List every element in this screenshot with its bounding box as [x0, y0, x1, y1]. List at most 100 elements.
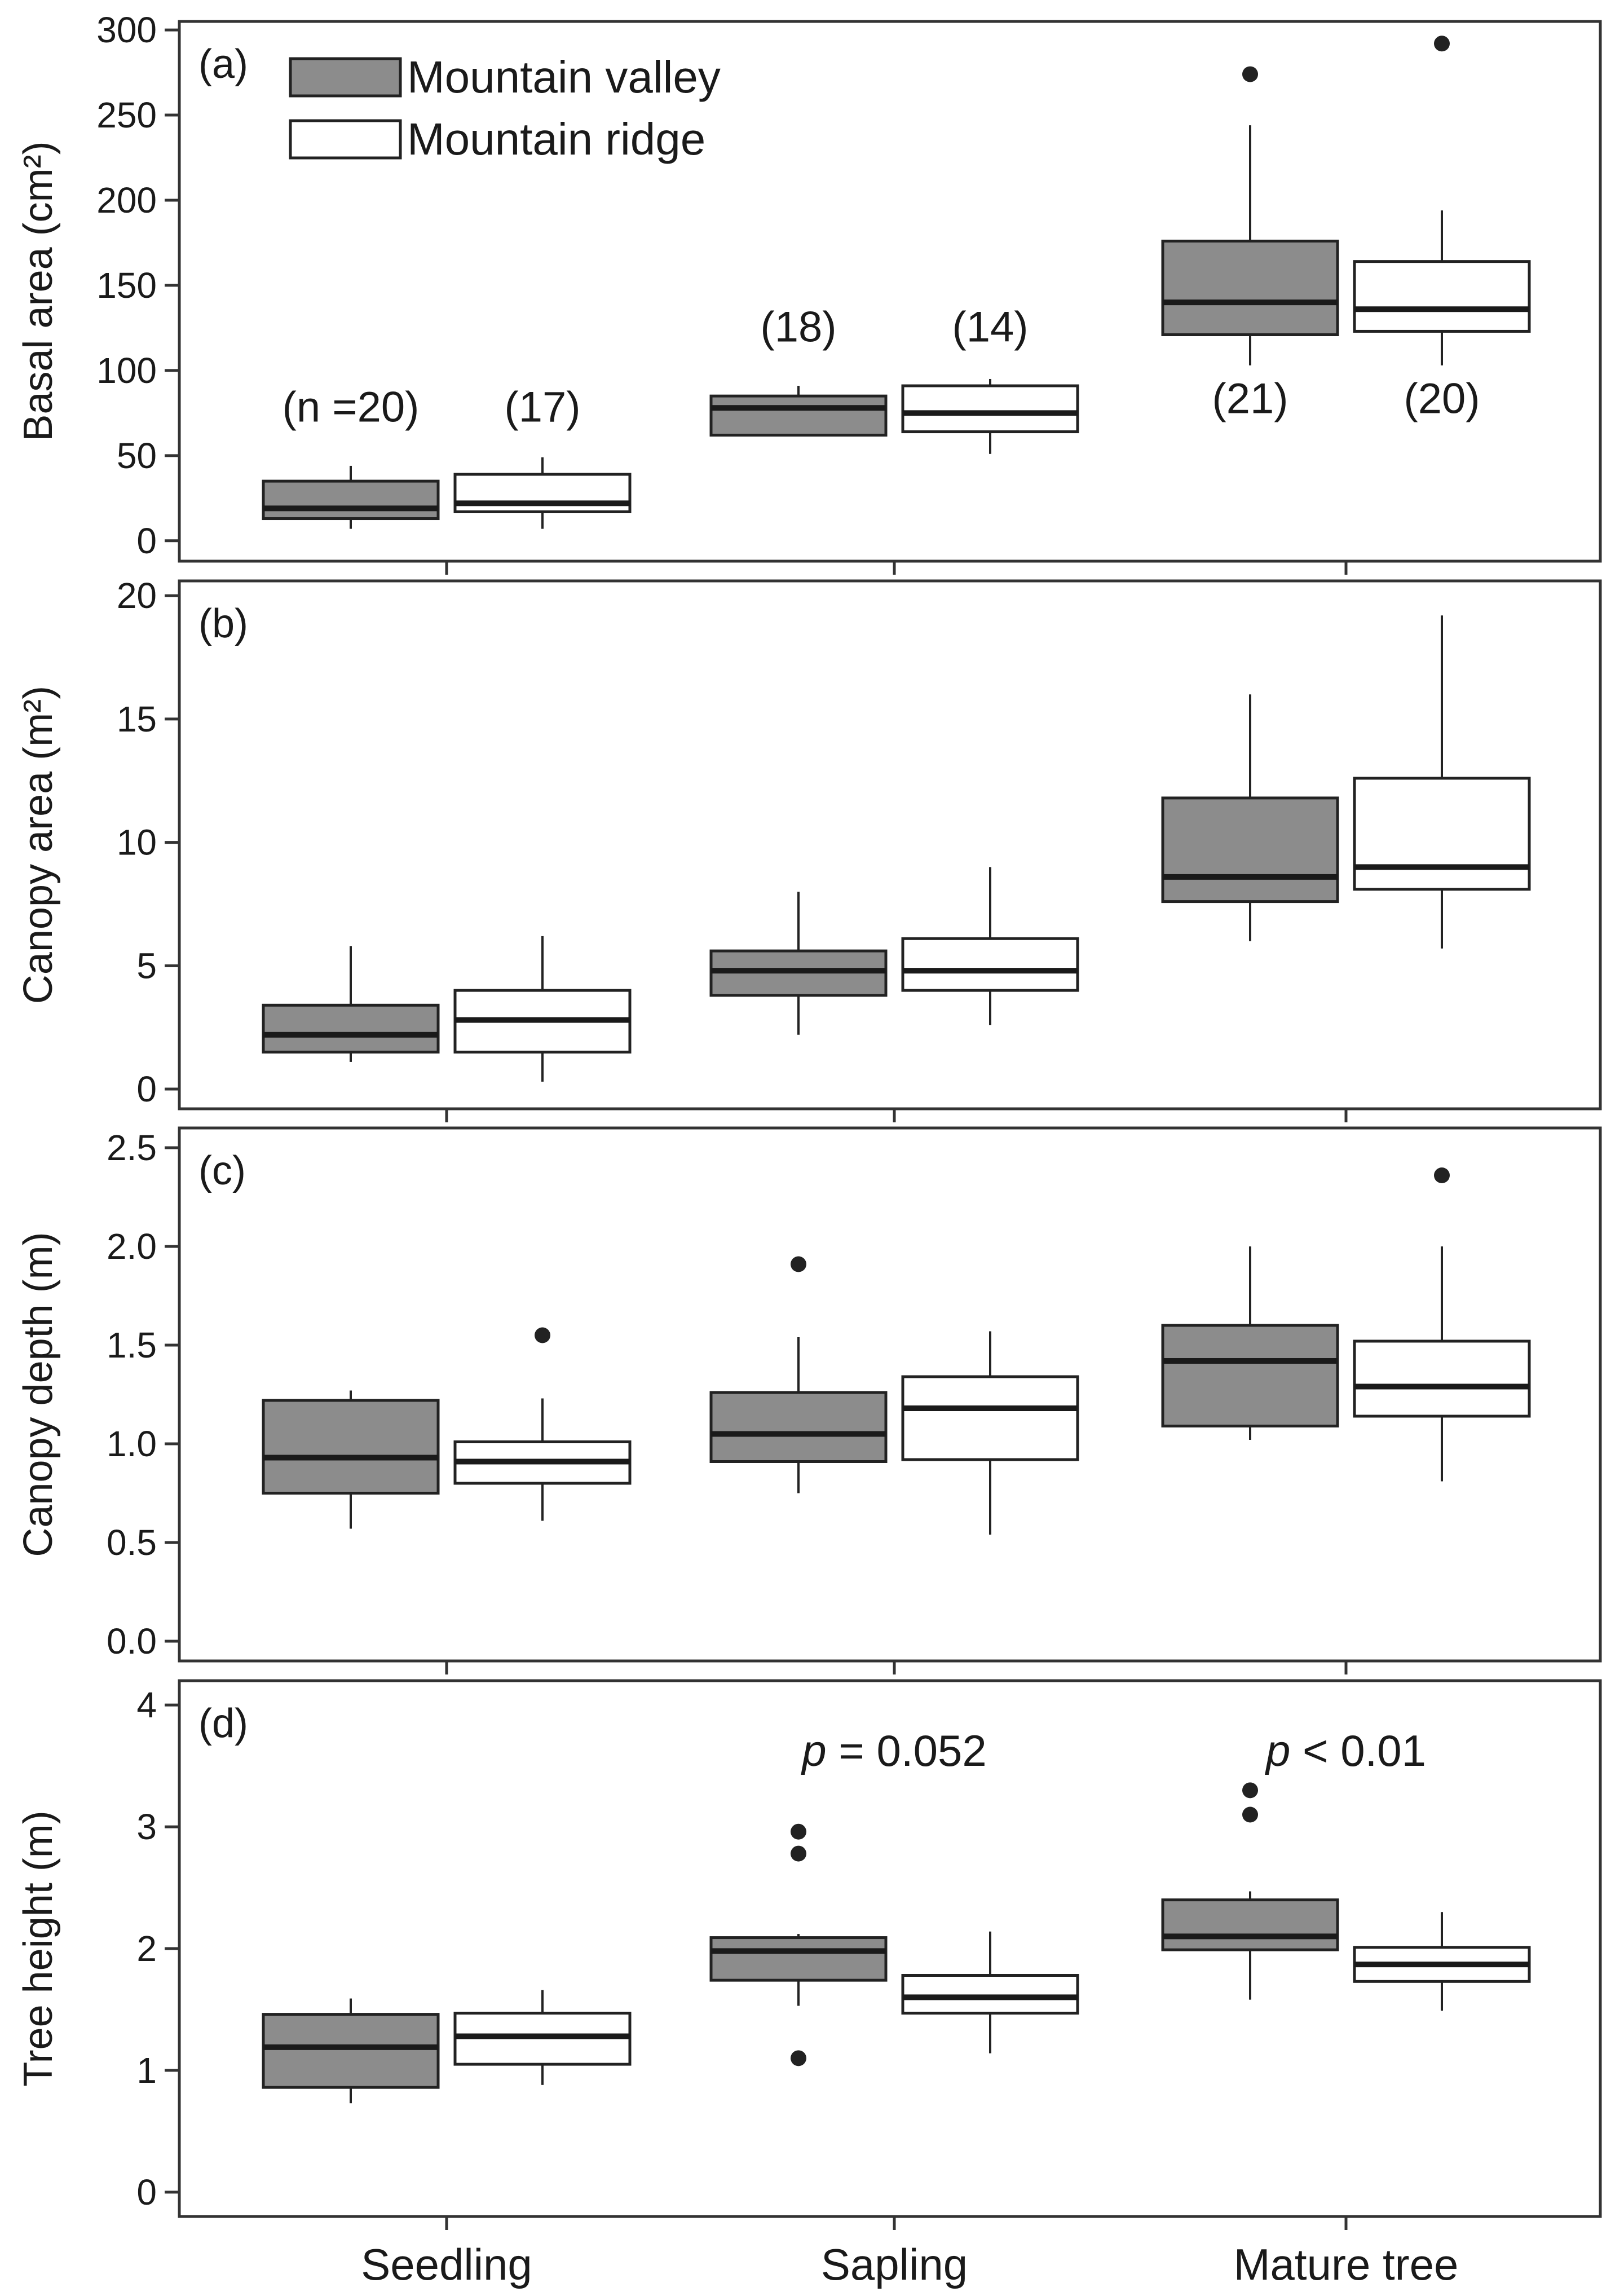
- box-sapling-ridge: [901, 1931, 1079, 2053]
- iqr-box: [262, 1003, 440, 1054]
- y-axis-title: Tree height (m): [16, 1810, 61, 2086]
- box-seedling-valley: [262, 946, 440, 1062]
- y-tick-label: 15: [117, 699, 157, 739]
- y-tick-label: 2.0: [107, 1226, 157, 1267]
- y-tick-label: 20: [117, 575, 157, 616]
- y-tick-label: 300: [96, 10, 157, 50]
- box-sapling-ridge: [901, 1331, 1079, 1535]
- iqr-box: [1161, 239, 1339, 336]
- legend: Mountain valley Mountain ridge: [289, 52, 721, 164]
- iqr-box: [262, 479, 440, 521]
- iqr-box: [901, 1375, 1079, 1461]
- iqr-box: [709, 394, 888, 437]
- sample-size-label: (17): [504, 383, 580, 431]
- y-tick-label: 1.0: [107, 1424, 157, 1464]
- legend-swatch: [289, 57, 402, 98]
- panel-label: (c): [198, 1148, 246, 1193]
- p-value-text: = 0.052: [827, 1726, 987, 1775]
- y-tick-label: 150: [96, 265, 157, 306]
- iqr-box: [1161, 1898, 1339, 1951]
- outlier-point: [1434, 1167, 1450, 1183]
- outlier-point: [791, 1823, 806, 1840]
- y-tick-label: 3: [136, 1806, 157, 1847]
- legend-item-valley: Mountain valley: [289, 52, 721, 102]
- box-mature-tree-valley: [1161, 1246, 1339, 1440]
- y-tick-label: 200: [96, 180, 157, 221]
- y-tick-label: 1.5: [107, 1325, 157, 1365]
- outlier-point: [1242, 66, 1258, 82]
- y-tick-label: 5: [136, 945, 157, 986]
- iqr-box: [709, 1936, 888, 1982]
- box-mature-tree-ridge: [1353, 1912, 1531, 2011]
- y-tick-label: 10: [117, 822, 157, 863]
- legend-label: Mountain valley: [407, 52, 721, 102]
- box-mature-tree-valley: [1161, 694, 1339, 941]
- outlier-point: [791, 1845, 806, 1862]
- y-tick-label: 2: [136, 1928, 157, 1969]
- box-sapling-ridge: (14): [901, 303, 1079, 454]
- y-tick-label: 0: [136, 2172, 157, 2213]
- box-seedling-ridge: (17): [453, 383, 632, 529]
- panel-frame: [178, 1126, 1602, 1663]
- iqr-box: [1161, 1324, 1339, 1427]
- y-tick-label: 100: [96, 350, 157, 391]
- box-sapling-valley: (18): [709, 303, 888, 437]
- iqr-box: [1353, 1339, 1531, 1418]
- box-mature-tree-ridge: [1353, 615, 1531, 949]
- box-seedling-ridge: [453, 1990, 632, 2085]
- sample-size-label: (21): [1212, 374, 1288, 422]
- box-mature-tree-ridge: (20): [1353, 36, 1531, 422]
- box-mature-tree-valley: (21): [1161, 66, 1339, 422]
- panel-label: (d): [198, 1701, 248, 1746]
- outlier-point: [1434, 36, 1450, 52]
- y-tick-label: 50: [117, 435, 157, 476]
- outlier-point: [1242, 1782, 1258, 1799]
- box-sapling-valley: [709, 1256, 888, 1493]
- iqr-box: [901, 937, 1079, 992]
- iqr-box: [1161, 796, 1339, 904]
- x-category-label: Sapling: [821, 2240, 968, 2289]
- y-tick-label: 0.5: [107, 1522, 157, 1563]
- box-sapling-valley: [709, 892, 888, 1035]
- outlier-point: [1242, 1806, 1258, 1823]
- y-axis-title: Basal area (cm²): [16, 141, 61, 441]
- y-tick-label: 250: [96, 95, 157, 135]
- outlier-point: [535, 1327, 550, 1343]
- iqr-box: [901, 1974, 1079, 2015]
- iqr-box: [1353, 777, 1531, 891]
- legend-label: Mountain ridge: [407, 114, 705, 164]
- panel-label: (a): [198, 42, 248, 87]
- y-axis-title: Canopy depth (m): [16, 1232, 61, 1557]
- outlier-point: [791, 2050, 806, 2066]
- box-sapling-ridge: [901, 867, 1079, 1025]
- iqr-box: [262, 1399, 440, 1495]
- iqr-box: [453, 473, 632, 513]
- panel-frame: [178, 579, 1602, 1110]
- y-axis-title: Canopy area (m²): [16, 686, 61, 1004]
- panel-label: (b): [198, 601, 248, 646]
- p-value-label: p = 0.052: [801, 1726, 986, 1775]
- legend-item-ridge: Mountain ridge: [289, 114, 705, 164]
- box-seedling-valley: [262, 1390, 440, 1529]
- iqr-box: [709, 1391, 888, 1463]
- y-tick-label: 0: [136, 1069, 157, 1109]
- x-category-label: Seedling: [361, 2240, 532, 2289]
- p-symbol: p: [1265, 1726, 1290, 1775]
- panel-c: 0.0 0.5 1.0 1.5 2.0 2.5 Canopy depth (m) (c): [16, 1126, 1602, 1674]
- panel-b: 0 5 10 15 20 Canopy area (m²) (b): [16, 575, 1602, 1122]
- y-tick-label: 0: [136, 521, 157, 561]
- sample-size-label: (20): [1404, 374, 1480, 422]
- y-tick-label: 4: [136, 1685, 157, 1725]
- legend-swatch: [289, 119, 402, 160]
- box-seedling-valley: [262, 1998, 440, 2104]
- iqr-box: [1353, 260, 1531, 333]
- y-tick-label: 1: [136, 2050, 157, 2091]
- box-mature-tree-ridge: [1353, 1167, 1531, 1482]
- box-seedling-ridge: [453, 1327, 632, 1521]
- sample-size-label: (18): [760, 303, 836, 351]
- y-tick-label: 2.5: [107, 1127, 157, 1168]
- p-symbol: p: [801, 1726, 826, 1775]
- sample-size-label: (n =20): [283, 383, 420, 431]
